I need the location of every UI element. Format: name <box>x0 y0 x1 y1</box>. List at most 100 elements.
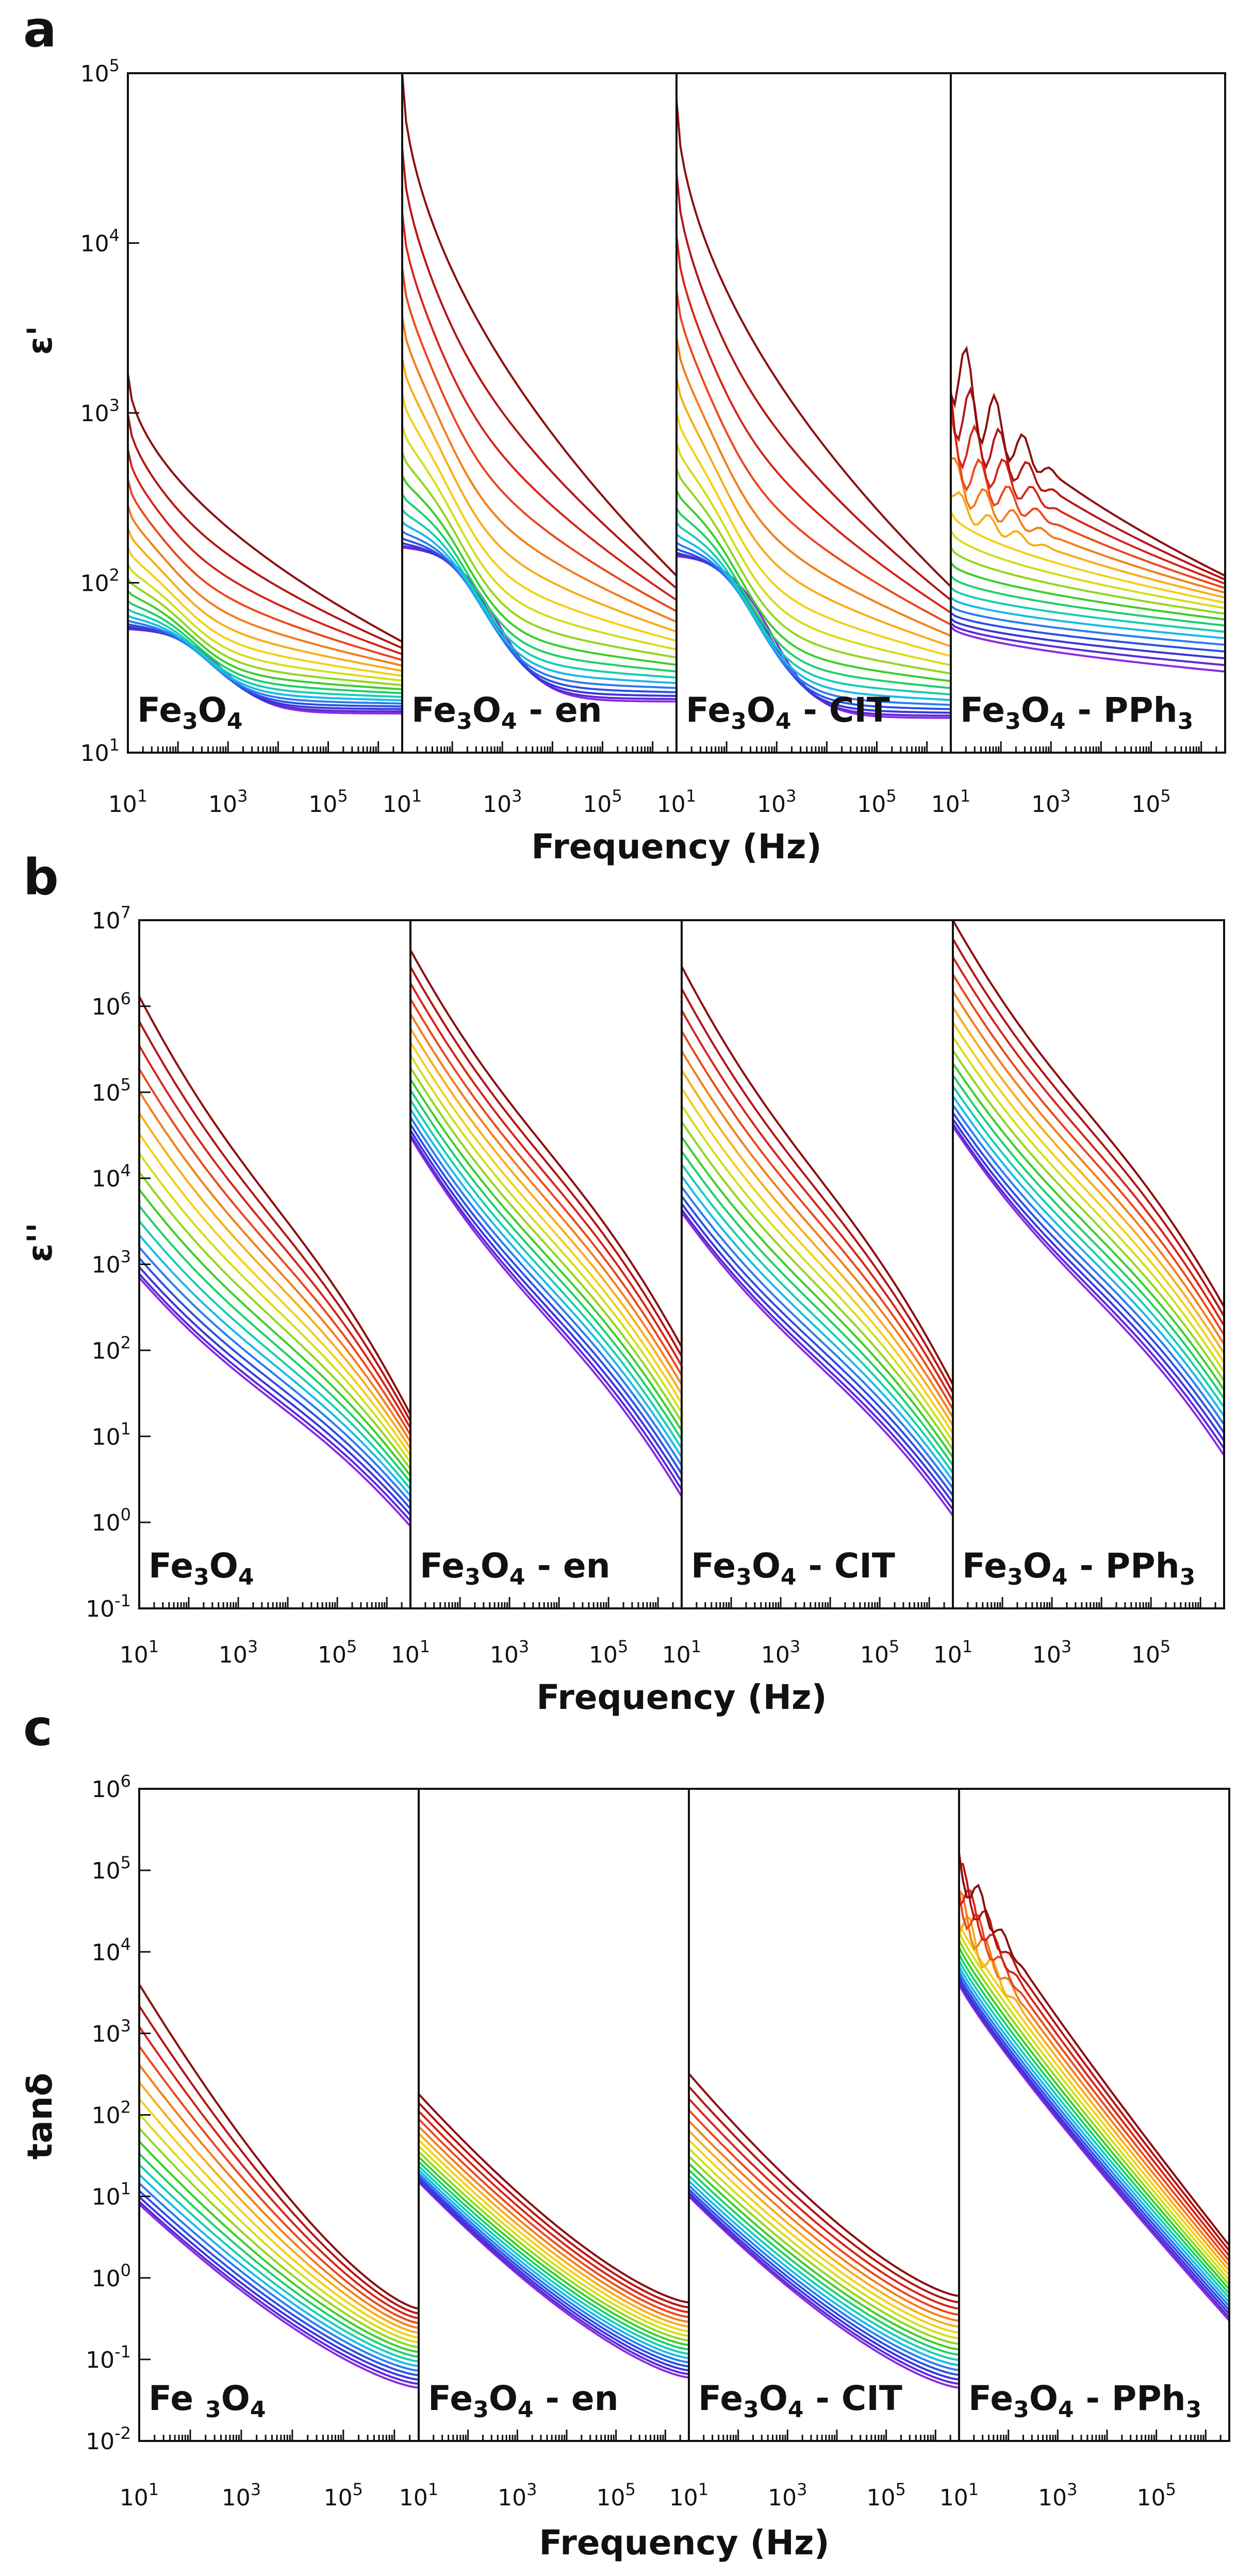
y-tick-a-2-exp: 3 <box>109 395 120 415</box>
series-line <box>402 147 676 589</box>
x-tick-label-b-1-2-base: 10 <box>318 1642 346 1668</box>
series-line <box>410 1136 682 1497</box>
sample-label-part: 4 <box>776 708 791 735</box>
x-tick-label-b-3-0-base: 10 <box>662 1642 691 1668</box>
series-line <box>139 2005 419 2315</box>
x-tick-label-a-3-2-exp: 5 <box>886 786 896 806</box>
series-line <box>676 235 951 614</box>
series-line <box>402 358 676 633</box>
panel-label-b: b <box>23 849 59 906</box>
series-line <box>139 1045 410 1429</box>
x-tick-label-b-2-2: 105 <box>589 1637 628 1668</box>
x-tick-label-c-1-2-exp: 5 <box>353 2480 363 2499</box>
x-tick-label-b-3-2-base: 10 <box>860 1642 889 1668</box>
sample-label-part: O <box>221 2379 250 2418</box>
x-tick-label-b-2-1-exp: 3 <box>519 1637 529 1656</box>
sample-label-part: 3 <box>473 2397 489 2423</box>
y-tick-c-1-exp: -1 <box>114 2342 131 2362</box>
x-tick-label-c-4-0-base: 10 <box>939 2485 968 2511</box>
series-line <box>410 1078 682 1432</box>
series-line <box>676 442 951 667</box>
series-line <box>410 1041 682 1404</box>
x-tick-label-c-4-1-base: 10 <box>1038 2485 1067 2511</box>
x-tick-label-b-1-2-exp: 5 <box>346 1637 357 1656</box>
sample-label-part: - en <box>517 690 602 730</box>
series-line <box>953 1062 1224 1391</box>
series-group <box>410 949 682 1497</box>
series-line <box>402 73 676 577</box>
y-tick-b-5: 104 <box>92 1161 131 1192</box>
series-line <box>139 2190 419 2376</box>
x-tick-label-b-2-0-exp: 1 <box>420 1637 430 1656</box>
y-tick-c-4-base: 10 <box>92 2103 121 2129</box>
x-tick-label-a-3-0-exp: 1 <box>686 786 696 806</box>
series-line <box>951 491 1225 599</box>
series-group <box>953 920 1224 1456</box>
x-tick-label-a-4-2-base: 10 <box>1131 791 1160 818</box>
series-line <box>139 1234 410 1497</box>
y-tick-c-1: 10-1 <box>86 2342 131 2373</box>
series-group <box>128 373 402 714</box>
x-tick-label-c-1-2-base: 10 <box>324 2485 353 2511</box>
x-tick-label-c-4-0-exp: 1 <box>968 2480 979 2499</box>
series-line <box>128 414 402 649</box>
x-tick-label-c-1-0-base: 10 <box>120 2485 148 2511</box>
series-line <box>676 522 951 695</box>
series-line <box>689 2155 959 2345</box>
x-tick-label-a-2-1-exp: 3 <box>512 786 522 806</box>
sample-label-part: 3 <box>731 708 747 735</box>
y-tick-b-5-exp: 4 <box>121 1161 131 1181</box>
sample-label-part: O <box>481 1546 509 1586</box>
y-tick-b-2-base: 10 <box>92 1424 121 1450</box>
series-line <box>402 425 676 651</box>
series-line <box>402 537 676 693</box>
y-tick-c-5: 103 <box>92 2016 131 2047</box>
series-line <box>139 2113 419 2344</box>
series-line <box>139 1091 410 1442</box>
sample-label: Fe3O4 - en <box>420 1546 610 1590</box>
x-tick-label-c-1-1-base: 10 <box>222 2485 251 2511</box>
sample-label-part: 3 <box>1013 2397 1029 2423</box>
series-line <box>139 2173 419 2367</box>
y-tick-c-0: 10-2 <box>86 2423 131 2455</box>
x-tick-label-c-3-0: 101 <box>669 2480 708 2511</box>
x-tick-label-a-4-0-exp: 1 <box>960 786 970 806</box>
x-tick-label-a-2-2: 105 <box>583 786 622 818</box>
x-tick-label-a-3-1: 103 <box>757 786 796 818</box>
series-line <box>951 390 1225 585</box>
x-tick-label-c-3-2: 105 <box>867 2480 906 2511</box>
panel-c: c tanδ10-210-1100101102103104105106Frequ… <box>20 1699 1230 2563</box>
series-line <box>402 475 676 666</box>
y-tick-b-3-base: 10 <box>92 1338 121 1364</box>
x-tick-label-c-1-0-exp: 1 <box>148 2480 159 2499</box>
y-tick-c-5-base: 10 <box>92 2021 121 2047</box>
sample-label-part: Fe <box>420 1546 465 1586</box>
sample-label-part: 4 <box>788 2397 804 2423</box>
series-line <box>402 493 676 673</box>
series-line <box>689 2180 959 2366</box>
sample-label-part: 4 <box>518 2397 534 2423</box>
series-line <box>402 542 676 697</box>
series-line <box>419 2110 689 2314</box>
series-line <box>139 2153 419 2358</box>
y-tick-a-3-base: 10 <box>80 231 109 257</box>
sample-label-part: 3 <box>182 708 198 735</box>
series-line <box>419 2102 689 2308</box>
y-tick-c-6-exp: 4 <box>121 1934 131 1954</box>
series-line <box>951 414 1225 589</box>
subplot-frame <box>127 72 403 754</box>
series-line <box>139 2026 419 2320</box>
y-tick-b-8-base: 10 <box>92 908 121 934</box>
x-tick-label-b-4-0: 101 <box>933 1637 972 1668</box>
series-group <box>139 1984 419 2389</box>
series-line <box>951 511 1225 604</box>
y-tick-c-4-exp: 2 <box>121 2098 131 2117</box>
y-axis-label-c: tanδ <box>20 2073 60 2159</box>
x-tick-label-c-2-1: 103 <box>498 2480 537 2511</box>
